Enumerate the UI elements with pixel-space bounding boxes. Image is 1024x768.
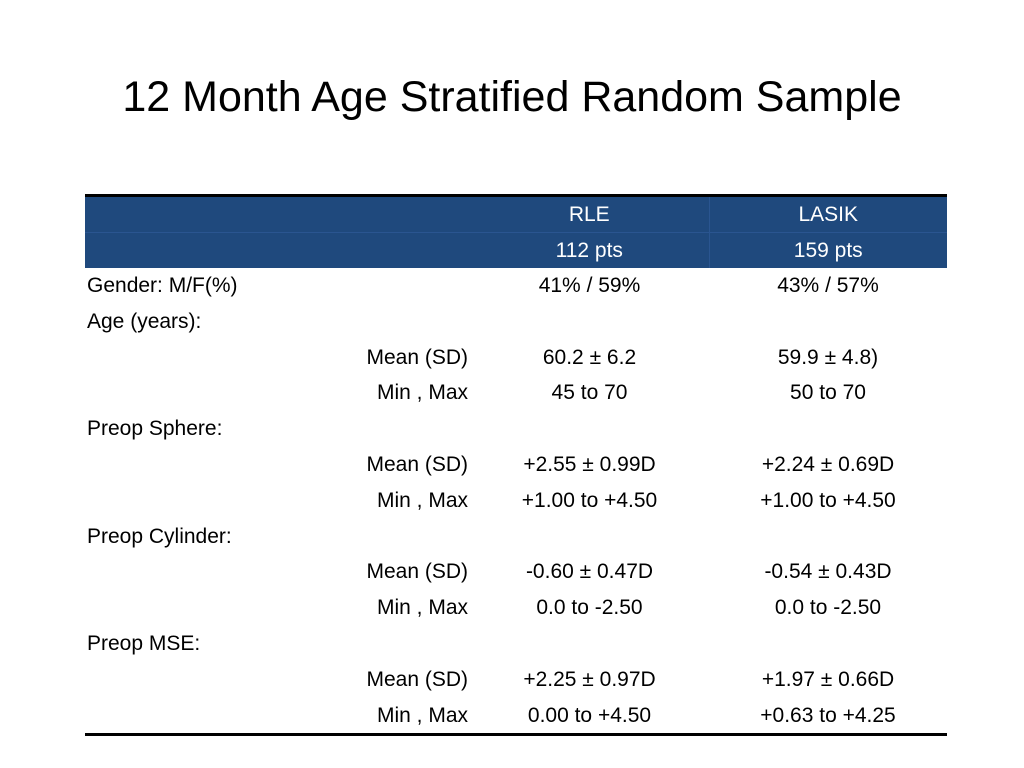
table-row: Gender: M/F(%) 41% / 59% 43% / 57% [85,268,947,304]
table-row: Preop MSE: [85,626,947,662]
row-label [85,483,255,519]
row-stat [255,268,470,304]
rle-value: +2.25 ± 0.97D [523,667,656,691]
lasik-value: 50 to 70 [790,381,866,405]
rle-value: 0.00 to +4.50 [470,697,709,737]
table-row: Preop Sphere: [85,411,947,447]
lasik-value: +0.63 to +4.25 [709,697,947,737]
row-label [85,447,255,483]
rle-value: +2.55 ± 0.99D [523,452,656,476]
table-row: Min , Max 0.0 to -2.50 0.0 to -2.50 [85,590,947,626]
row-stat: Min , Max [376,596,468,620]
table-row: Mean (SD) 60.2 ± 6.2 59.9 ± 4.8) [85,340,947,376]
rle-value [470,304,709,340]
row-label: Age (years): [87,309,202,333]
row-stat: Min , Max [376,488,468,512]
header-blank-cell [85,232,470,268]
row-stat: Mean (SD) [366,345,468,369]
rle-value [470,519,709,555]
header-rle-count: 112 pts [470,232,710,268]
lasik-value: +1.00 to +4.50 [760,488,896,512]
table-row: Mean (SD) -0.60 ± 0.47D -0.54 ± 0.43D [85,554,947,590]
row-label: Preop Sphere: [87,417,223,441]
header-blank-cell [85,195,470,233]
row-stat: Min , Max [255,697,470,737]
lasik-value: -0.54 ± 0.43D [764,560,892,584]
lasik-value: 0.0 to -2.50 [774,596,882,620]
row-stat [255,411,470,447]
row-label: Preop MSE: [87,631,201,655]
row-label [85,340,255,376]
row-stat: Mean (SD) [366,452,468,476]
lasik-value [709,626,947,662]
row-label: Preop Cylinder: [87,524,232,548]
row-stat: Mean (SD) [366,560,468,584]
row-label [85,662,255,698]
header-lasik-count: 159 pts [709,232,947,268]
row-label [85,554,255,590]
table-body: Gender: M/F(%) 41% / 59% 43% / 57% Age (… [85,268,947,737]
header-row-group-names: RLE LASIK [85,195,947,233]
table-row: Mean (SD) +2.25 ± 0.97D +1.97 ± 0.66D [85,662,947,698]
row-label: Gender: M/F(%) [87,274,238,297]
rle-value: +1.00 to +4.50 [521,488,658,512]
lasik-value: 59.9 ± 4.8) [777,345,879,369]
lasik-value: +1.97 ± 0.66D [761,667,895,691]
rle-value: -0.60 ± 0.47D [525,560,654,584]
lasik-value [709,304,947,340]
lasik-value [709,519,947,555]
row-stat: Mean (SD) [366,667,468,691]
rle-value: 45 to 70 [551,381,628,405]
rle-value: 41% / 59% [538,274,641,297]
row-stat [255,626,470,662]
row-label [85,375,255,411]
row-stat [255,519,470,555]
summary-table: RLE LASIK 112 pts 159 pts Gender: M/F(%)… [85,194,947,737]
lasik-value: 43% / 57% [777,274,879,297]
table-row: Min , Max 0.00 to +4.50 +0.63 to +4.25 [85,697,947,737]
lasik-value [709,411,947,447]
row-label [85,697,255,737]
row-stat: Min , Max [376,381,468,405]
rle-value [470,626,709,662]
row-stat [255,304,470,340]
table-row: Min , Max +1.00 to +4.50 +1.00 to +4.50 [85,483,947,519]
row-label [85,590,255,626]
header-row-counts: 112 pts 159 pts [85,232,947,268]
table-row: Min , Max 45 to 70 50 to 70 [85,375,947,411]
rle-value [470,411,709,447]
slide-title: 12 Month Age Stratified Random Sample [122,73,902,121]
table-header: RLE LASIK 112 pts 159 pts [85,195,947,268]
lasik-value: +2.24 ± 0.69D [761,452,895,476]
header-lasik: LASIK [709,195,947,233]
rle-value: 0.0 to -2.50 [536,596,643,620]
table-row: Preop Cylinder: [85,519,947,555]
table-row: Age (years): [85,304,947,340]
rle-value: 60.2 ± 6.2 [542,345,637,369]
table-row: Mean (SD) +2.55 ± 0.99D +2.24 ± 0.69D [85,447,947,483]
header-rle: RLE [470,195,710,233]
